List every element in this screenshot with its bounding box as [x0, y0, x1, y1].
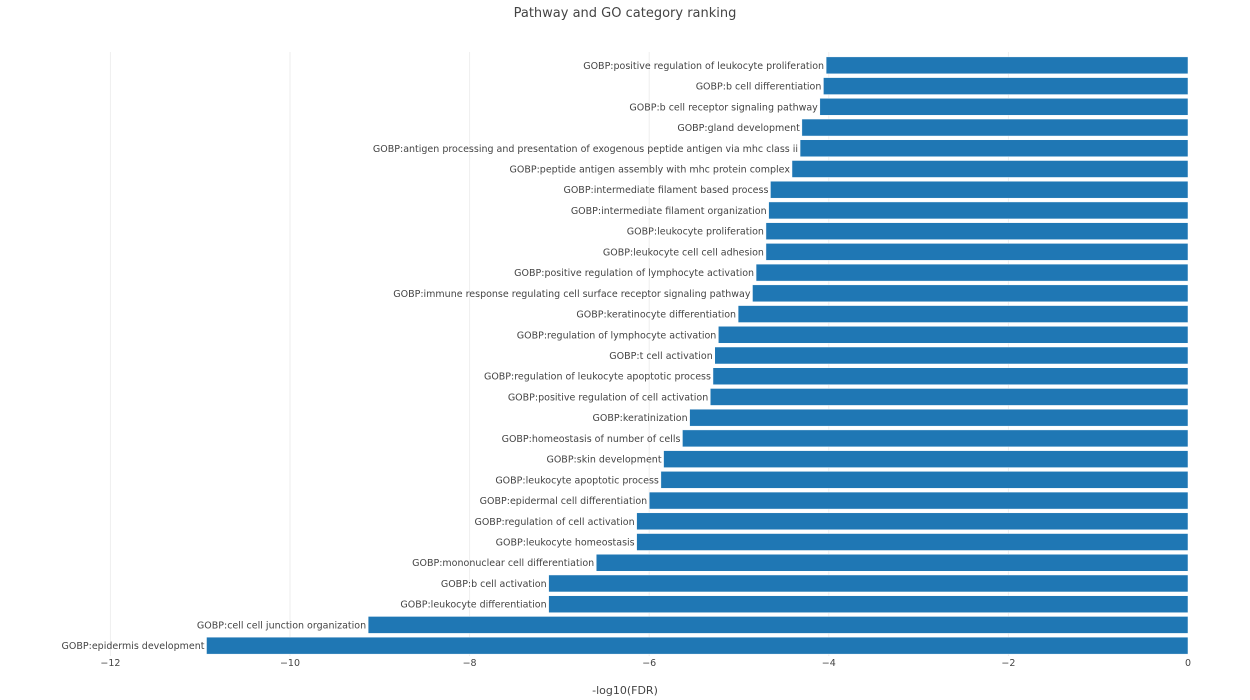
bar[interactable]: [765, 222, 1189, 240]
bar[interactable]: [737, 305, 1189, 323]
bar[interactable]: [367, 616, 1189, 634]
x-tick-label: −10: [280, 658, 300, 669]
bar[interactable]: [689, 408, 1189, 427]
category-label: GOBP:skin development: [546, 455, 661, 466]
bar[interactable]: [823, 77, 1189, 95]
x-tick-label: −6: [642, 658, 656, 669]
bar[interactable]: [710, 388, 1189, 406]
category-label: GOBP:b cell receptor signaling pathway: [629, 102, 818, 113]
x-tick-label: 0: [1185, 658, 1191, 669]
x-axis-title: -log10(FDR): [592, 684, 658, 697]
bar[interactable]: [714, 346, 1189, 365]
bar[interactable]: [682, 429, 1189, 448]
chart-title: Pathway and GO category ranking: [514, 6, 737, 21]
bar[interactable]: [825, 56, 1189, 75]
category-label: GOBP:cell cell junction organization: [197, 620, 366, 631]
category-label: GOBP:intermediate filament based process: [563, 185, 768, 196]
category-label: GOBP:positive regulation of cell activat…: [508, 392, 708, 403]
category-label: GOBP:b cell activation: [441, 579, 547, 590]
category-label: GOBP:immune response regulating cell sur…: [393, 289, 751, 300]
category-label: GOBP:leukocyte differentiation: [400, 600, 546, 611]
category-label: GOBP:positive regulation of lymphocyte a…: [514, 268, 754, 279]
bar[interactable]: [636, 512, 1189, 531]
category-label: GOBP:regulation of lymphocyte activation: [517, 330, 717, 341]
x-tick-label: −2: [1001, 658, 1015, 669]
category-label: GOBP:keratinocyte differentiation: [576, 310, 736, 321]
bar[interactable]: [765, 243, 1189, 261]
bar[interactable]: [799, 139, 1189, 158]
bar[interactable]: [718, 326, 1189, 344]
category-label: GOBP:intermediate filament organization: [571, 206, 767, 217]
category-label: GOBP:mononuclear cell differentiation: [412, 558, 594, 569]
category-label: GOBP:keratinization: [593, 413, 688, 424]
category-label: GOBP:antigen processing and presentation…: [373, 144, 798, 155]
bar[interactable]: [660, 471, 1189, 489]
category-labels: GOBP:positive regulation of leukocyte pr…: [62, 61, 825, 652]
category-label: GOBP:positive regulation of leukocyte pr…: [583, 61, 824, 72]
category-label: GOBP:leukocyte cell cell adhesion: [603, 247, 764, 258]
bar[interactable]: [770, 180, 1189, 199]
bar[interactable]: [548, 574, 1189, 593]
bar[interactable]: [752, 284, 1189, 303]
bar[interactable]: [548, 595, 1189, 613]
bar[interactable]: [755, 263, 1189, 282]
category-label: GOBP:regulation of leukocyte apoptotic p…: [484, 372, 711, 383]
x-axis-ticks: −12 −10 −8 −6 −4 −2 0: [100, 658, 1191, 669]
bar[interactable]: [648, 491, 1189, 510]
category-label: GOBP:leukocyte proliferation: [627, 227, 764, 238]
bars: [206, 56, 1189, 655]
bar[interactable]: [791, 160, 1189, 178]
bar[interactable]: [663, 450, 1189, 468]
bar[interactable]: [819, 98, 1189, 116]
category-label: GOBP:homeostasis of number of cells: [502, 434, 681, 445]
category-label: GOBP:leukocyte homeostasis: [496, 538, 635, 549]
bar[interactable]: [712, 367, 1189, 385]
x-tick-label: −8: [463, 658, 477, 669]
category-label: GOBP:epidermal cell differentiation: [480, 496, 648, 507]
bar[interactable]: [768, 201, 1189, 220]
bar[interactable]: [636, 533, 1189, 551]
category-label: GOBP:leukocyte apoptotic process: [495, 475, 659, 486]
category-label: GOBP:peptide antigen assembly with mhc p…: [510, 164, 791, 175]
category-label: GOBP:regulation of cell activation: [474, 517, 634, 528]
category-label: GOBP:gland development: [677, 123, 800, 134]
category-label: GOBP:b cell differentiation: [696, 82, 822, 93]
x-tick-label: −4: [822, 658, 836, 669]
category-label: GOBP:epidermis development: [62, 641, 205, 652]
bar[interactable]: [801, 118, 1189, 137]
bar[interactable]: [206, 636, 1189, 655]
bar[interactable]: [595, 553, 1189, 572]
category-label: GOBP:t cell activation: [609, 351, 712, 362]
x-tick-label: −12: [100, 658, 120, 669]
